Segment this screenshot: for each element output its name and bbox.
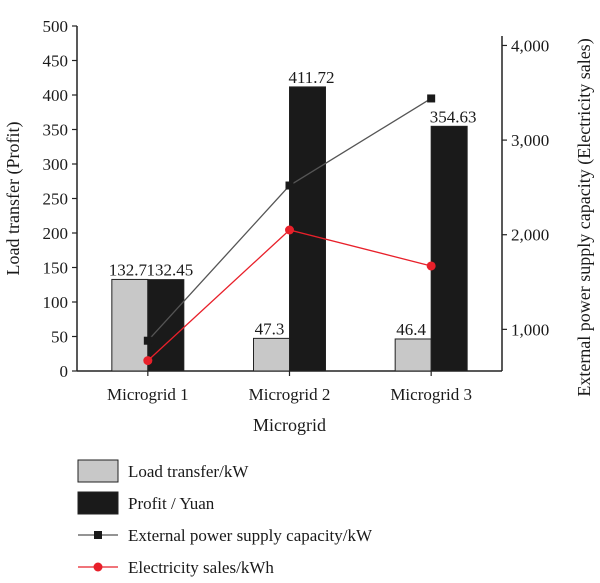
left-tick-label: 400 <box>43 86 69 105</box>
point-circle-marker <box>426 261 436 271</box>
left-tick-label: 300 <box>43 155 69 174</box>
left-tick-label: 250 <box>43 190 69 209</box>
left-tick-label: 0 <box>60 362 69 381</box>
left-tick-label: 50 <box>51 328 68 347</box>
data-label: 132.45 <box>146 261 193 280</box>
legend: Load transfer/kW Profit / Yuan External po… <box>77 459 373 577</box>
left-tick-label: 500 <box>43 17 69 36</box>
point-circle-marker <box>285 225 294 235</box>
left-tick-label: 450 <box>43 52 69 71</box>
legend-label: Electricity sales/kWh <box>128 558 274 577</box>
left-tick-label: 150 <box>43 259 69 278</box>
legend-circle-marker <box>93 562 103 572</box>
data-label: 46.4 <box>396 320 426 339</box>
data-label: 354.63 <box>430 107 477 126</box>
left-tick-label: 350 <box>43 121 69 140</box>
bar-profit <box>289 86 326 372</box>
legend-swatch <box>77 491 119 515</box>
right-axis-title: External power supply capacity (Electric… <box>574 38 595 396</box>
left-tick-label: 200 <box>43 224 69 243</box>
data-label: 47.3 <box>255 319 285 338</box>
left-tick-label: 100 <box>43 293 69 312</box>
bar-profit <box>147 279 185 372</box>
point-square-marker <box>143 336 152 345</box>
legend-label: Load transfer/kW <box>128 462 249 481</box>
bar-load-transfer <box>111 278 149 372</box>
x-tick-label: Microgrid 1 <box>107 385 189 404</box>
bar-load-transfer <box>394 338 432 372</box>
x-axis-title: Microgrid <box>253 415 326 435</box>
legend-label: Profit / Yuan <box>128 494 215 513</box>
data-label: 411.72 <box>288 68 334 87</box>
right-tick-label: 4,000 <box>511 36 549 55</box>
data-label: 132.7 <box>109 260 148 279</box>
bar-load-transfer <box>253 337 290 372</box>
left-axis-title: Load transfer (Profit) <box>3 122 24 276</box>
bar-profit <box>430 125 468 372</box>
right-tick-label: 1,000 <box>511 320 549 339</box>
plot-area: 0 50 100 150 200 250 300 350 400 450 500 1,000 2,000… <box>3 17 595 435</box>
x-tick-label: Microgrid 2 <box>249 385 331 404</box>
point-square-marker <box>427 94 436 103</box>
right-tick-label: 3,000 <box>511 131 549 150</box>
point-square-marker <box>285 181 294 190</box>
x-tick-label: Microgrid 3 <box>390 385 472 404</box>
legend-swatch <box>77 459 119 483</box>
legend-label: External power supply capacity/kW <box>128 526 373 545</box>
legend-square-marker <box>94 531 102 539</box>
point-circle-marker <box>143 356 153 366</box>
right-tick-label: 2,000 <box>511 226 549 245</box>
